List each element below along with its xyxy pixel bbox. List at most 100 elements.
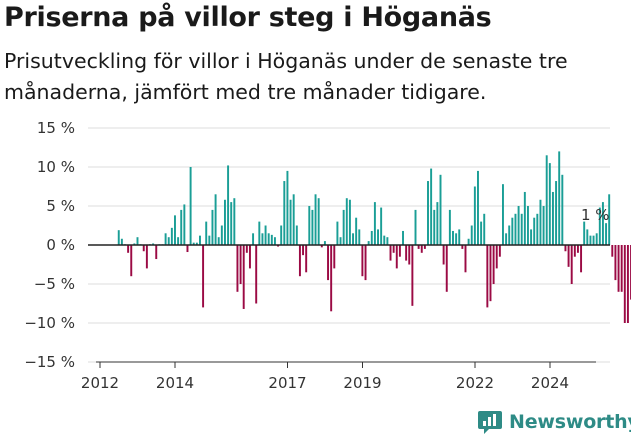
bar (292, 194, 295, 245)
bar (598, 207, 601, 245)
bar (117, 230, 120, 245)
bar (414, 209, 417, 245)
bar (505, 233, 508, 245)
last-value-annotation: 1 % (581, 206, 610, 224)
bar (174, 215, 176, 245)
bar (389, 245, 392, 261)
bar (533, 217, 536, 245)
bar (364, 245, 367, 281)
bar (452, 230, 454, 245)
bar (470, 225, 473, 245)
bar (445, 245, 448, 292)
bar (608, 194, 611, 245)
bar (267, 233, 270, 245)
y-tick-label: −10 % (24, 314, 75, 332)
bar (342, 209, 345, 245)
bar (489, 245, 492, 302)
brand-name: Newsworthy (509, 411, 631, 433)
bar (386, 237, 389, 245)
bar (483, 213, 486, 245)
bar (526, 206, 529, 245)
bar (455, 233, 458, 245)
bar (205, 221, 208, 245)
bar (120, 238, 123, 245)
bar (270, 234, 273, 245)
bar (339, 237, 342, 245)
bar (586, 229, 589, 245)
bar (530, 229, 533, 245)
bar (180, 209, 183, 245)
bar (145, 245, 148, 269)
bar (380, 207, 383, 245)
x-tick-label: 2014 (156, 374, 194, 392)
bar (548, 163, 551, 245)
bar (370, 230, 373, 245)
bar (601, 202, 604, 245)
bar (545, 155, 548, 245)
bar (239, 245, 242, 284)
bar (242, 245, 245, 309)
bar (311, 209, 314, 245)
bar (142, 245, 145, 252)
bar (236, 245, 239, 292)
bar (623, 245, 626, 323)
bar (442, 245, 445, 265)
bar (127, 245, 130, 253)
bar (136, 237, 139, 245)
bar (152, 243, 155, 245)
bar (439, 174, 442, 245)
bar (258, 221, 261, 245)
bar (355, 217, 358, 245)
x-tick-label: 2024 (531, 374, 569, 392)
bar (567, 245, 570, 267)
bar (570, 245, 573, 284)
bar (417, 245, 420, 249)
bar (230, 202, 233, 245)
bar (576, 245, 579, 253)
bar (277, 245, 280, 247)
bar (520, 213, 523, 245)
bar (323, 241, 326, 245)
bar (377, 229, 379, 245)
bar (511, 217, 514, 245)
bar (464, 245, 467, 273)
bar (555, 181, 558, 245)
bar (289, 199, 292, 245)
bar (561, 174, 564, 245)
bar (551, 191, 554, 245)
bar (558, 151, 561, 245)
bar (255, 245, 258, 304)
bar (367, 241, 370, 245)
bar (411, 245, 414, 306)
bar (408, 245, 411, 265)
bar (398, 245, 401, 257)
bar (223, 199, 226, 245)
bar (448, 209, 451, 245)
chart-title: Priserna på villor steg i Höganäs (4, 2, 492, 33)
bar (286, 170, 289, 245)
bars (88, 151, 631, 323)
bar (189, 167, 192, 245)
bar (283, 181, 286, 245)
bar (170, 227, 173, 245)
bar (402, 230, 404, 245)
bar (164, 233, 167, 245)
bar (227, 165, 230, 245)
bar (395, 245, 398, 269)
bar (486, 245, 489, 308)
bar (405, 245, 408, 261)
bar (617, 245, 620, 292)
bar (233, 198, 236, 245)
y-axis: 15 % 10 % 5 % 0 % −5 % −10 % −15 % (24, 119, 75, 371)
bar (155, 245, 158, 260)
y-tick-label: 0 % (46, 236, 75, 254)
bar (502, 184, 504, 245)
bar (295, 225, 298, 245)
bar (392, 245, 395, 253)
y-tick-label: 15 % (37, 119, 75, 137)
bar (186, 245, 189, 253)
bar (427, 181, 429, 245)
x-tick-label: 2022 (456, 374, 494, 392)
bar (373, 202, 376, 245)
bar (195, 242, 198, 245)
